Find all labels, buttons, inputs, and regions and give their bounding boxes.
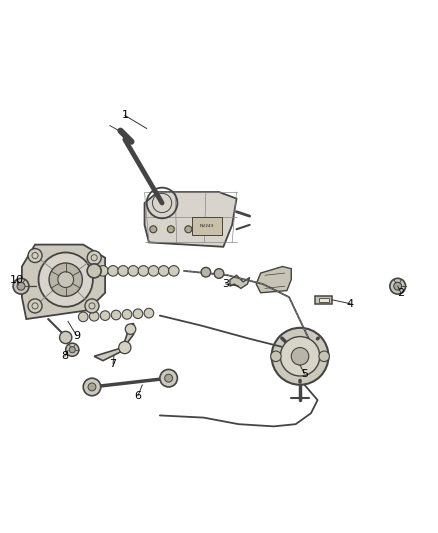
FancyBboxPatch shape [319,297,328,302]
Circle shape [150,226,157,233]
FancyBboxPatch shape [192,217,222,235]
Text: 9: 9 [73,330,80,341]
Circle shape [271,351,281,361]
Circle shape [319,351,329,361]
Circle shape [60,332,72,344]
Circle shape [111,310,121,320]
Circle shape [169,265,179,276]
Circle shape [85,299,99,313]
Circle shape [291,348,309,365]
Circle shape [58,272,74,287]
Circle shape [138,265,148,276]
Circle shape [88,383,96,391]
Text: 3: 3 [222,279,229,289]
Circle shape [214,269,224,278]
Circle shape [201,268,211,277]
Text: 2: 2 [397,288,404,298]
Text: 8: 8 [61,351,68,361]
Circle shape [144,308,154,318]
Circle shape [17,282,25,290]
Polygon shape [94,324,134,361]
Circle shape [100,311,110,320]
Text: 7: 7 [110,359,117,369]
Text: 4: 4 [347,298,354,309]
Polygon shape [145,192,237,247]
Circle shape [66,343,79,356]
Circle shape [98,265,108,276]
Circle shape [125,324,136,334]
Circle shape [119,342,131,354]
Circle shape [390,278,406,294]
Circle shape [39,253,93,307]
Circle shape [165,374,173,382]
Text: 10: 10 [10,274,24,285]
Circle shape [160,369,177,387]
Circle shape [13,278,29,294]
Circle shape [122,310,132,319]
Circle shape [280,336,320,376]
Polygon shape [256,266,291,293]
Circle shape [69,346,75,353]
Circle shape [148,265,159,276]
Text: 5: 5 [301,369,308,379]
Circle shape [394,282,402,290]
Circle shape [118,265,128,276]
Circle shape [108,265,118,276]
Text: 1: 1 [121,110,128,120]
Text: NV243: NV243 [200,224,215,228]
Circle shape [28,299,42,313]
Circle shape [28,248,42,263]
Polygon shape [230,275,250,288]
Text: 6: 6 [134,391,141,401]
Circle shape [78,312,88,322]
Circle shape [167,226,174,233]
Circle shape [87,251,101,265]
Circle shape [49,263,82,296]
FancyBboxPatch shape [315,296,332,304]
Circle shape [87,264,101,278]
Circle shape [89,311,99,321]
Circle shape [159,265,169,276]
Circle shape [83,378,101,395]
Polygon shape [22,245,105,319]
Circle shape [185,226,192,233]
Circle shape [133,309,143,319]
Circle shape [128,265,138,276]
Circle shape [272,328,328,385]
